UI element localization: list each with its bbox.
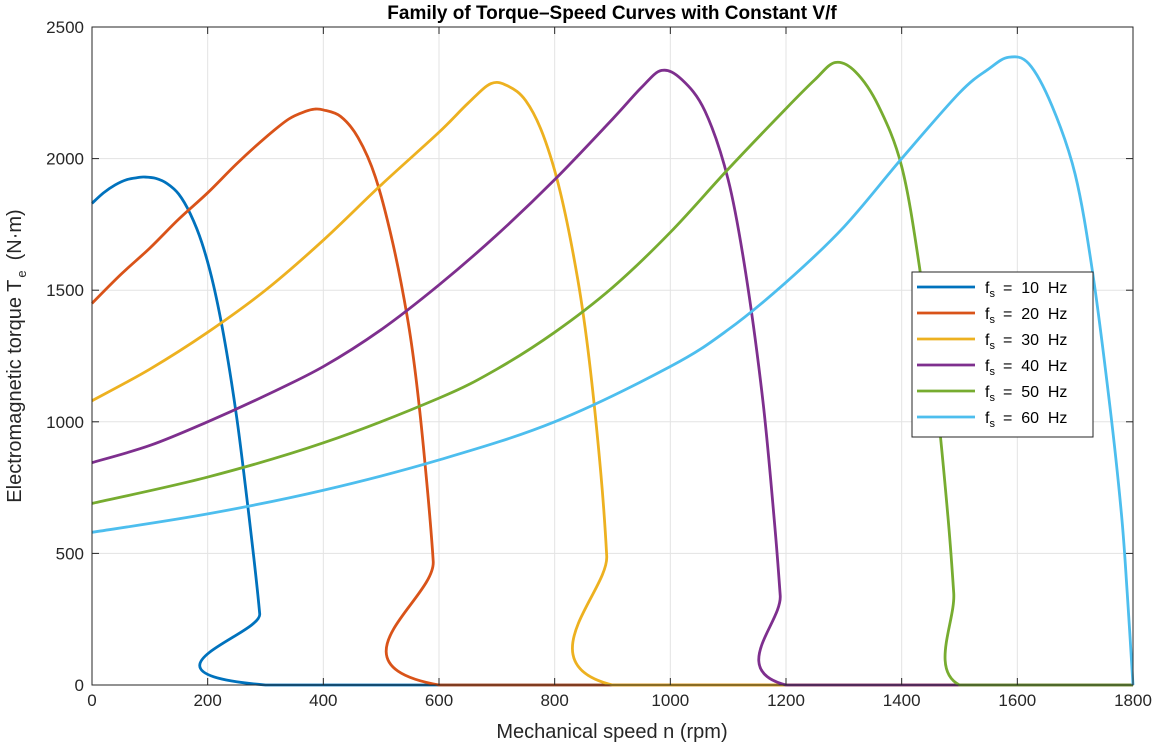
y-tick-label: 1500: [46, 281, 84, 300]
x-tick-label: 1600: [998, 691, 1036, 710]
x-tick-label: 200: [193, 691, 221, 710]
legend-entry: fs = 60 Hz: [985, 410, 1067, 430]
legend-items: fs = 10 Hz fs = 20 Hz fs = 30 Hz fs = 40 Hz fs = …: [917, 280, 1067, 430]
x-axis-title: Mechanical speed n (rpm): [496, 721, 727, 743]
legend-entry: fs = 10 Hz: [985, 280, 1067, 300]
x-tick-label: 1000: [651, 691, 689, 710]
x-tick-label: 1200: [767, 691, 805, 710]
legend-entry: fs = 50 Hz: [985, 384, 1067, 404]
y-tick-label: 2000: [46, 150, 84, 169]
y-axis-title-text: Electromagnetic torque T: [4, 280, 26, 503]
legend-box: [911, 271, 1094, 438]
y-axis-title-unit: (N·m): [4, 209, 26, 260]
legend-entry: fs = 40 Hz: [985, 358, 1067, 378]
y-axis-title-subscript: e: [14, 270, 29, 277]
series-line: [91, 68, 1133, 687]
plot-area-border: [91, 26, 1134, 686]
x-axis-ticks: 0 200 400 600 800 1000 1200 1400 1600 1800: [87, 27, 1152, 710]
x-tick-label: 1800: [1114, 691, 1152, 710]
y-axis-title-group: Electromagnetic torque T e (N·m): [4, 209, 29, 502]
y-axis-ticks: 0 500 1000 1500 2000 2500: [46, 18, 1133, 695]
legend-entry: fs = 30 Hz: [985, 332, 1067, 352]
series-line: [91, 107, 1133, 687]
x-tick-label: 400: [309, 691, 337, 710]
series-line: [91, 55, 1135, 686]
series-lines: [91, 55, 1135, 687]
y-tick-label: 2500: [46, 18, 84, 37]
series-line: [91, 175, 1133, 687]
legend: fs = 10 Hz fs = 20 Hz fs = 30 Hz fs = 40 Hz fs = …: [911, 271, 1094, 438]
chart-title: Family of Torque–Speed Curves with Const…: [387, 3, 837, 24]
legend-entry: fs = 20 Hz: [985, 306, 1067, 326]
x-tick-label: 1400: [883, 691, 921, 710]
y-axis-title: Electromagnetic torque T e (N·m): [4, 209, 29, 502]
y-tick-label: 500: [56, 544, 84, 563]
y-tick-label: 0: [75, 676, 84, 695]
x-tick-label: 600: [425, 691, 453, 710]
x-tick-label: 800: [540, 691, 568, 710]
x-tick-label: 0: [87, 691, 96, 710]
series-line: [91, 80, 1133, 687]
y-tick-label: 1000: [46, 413, 84, 432]
